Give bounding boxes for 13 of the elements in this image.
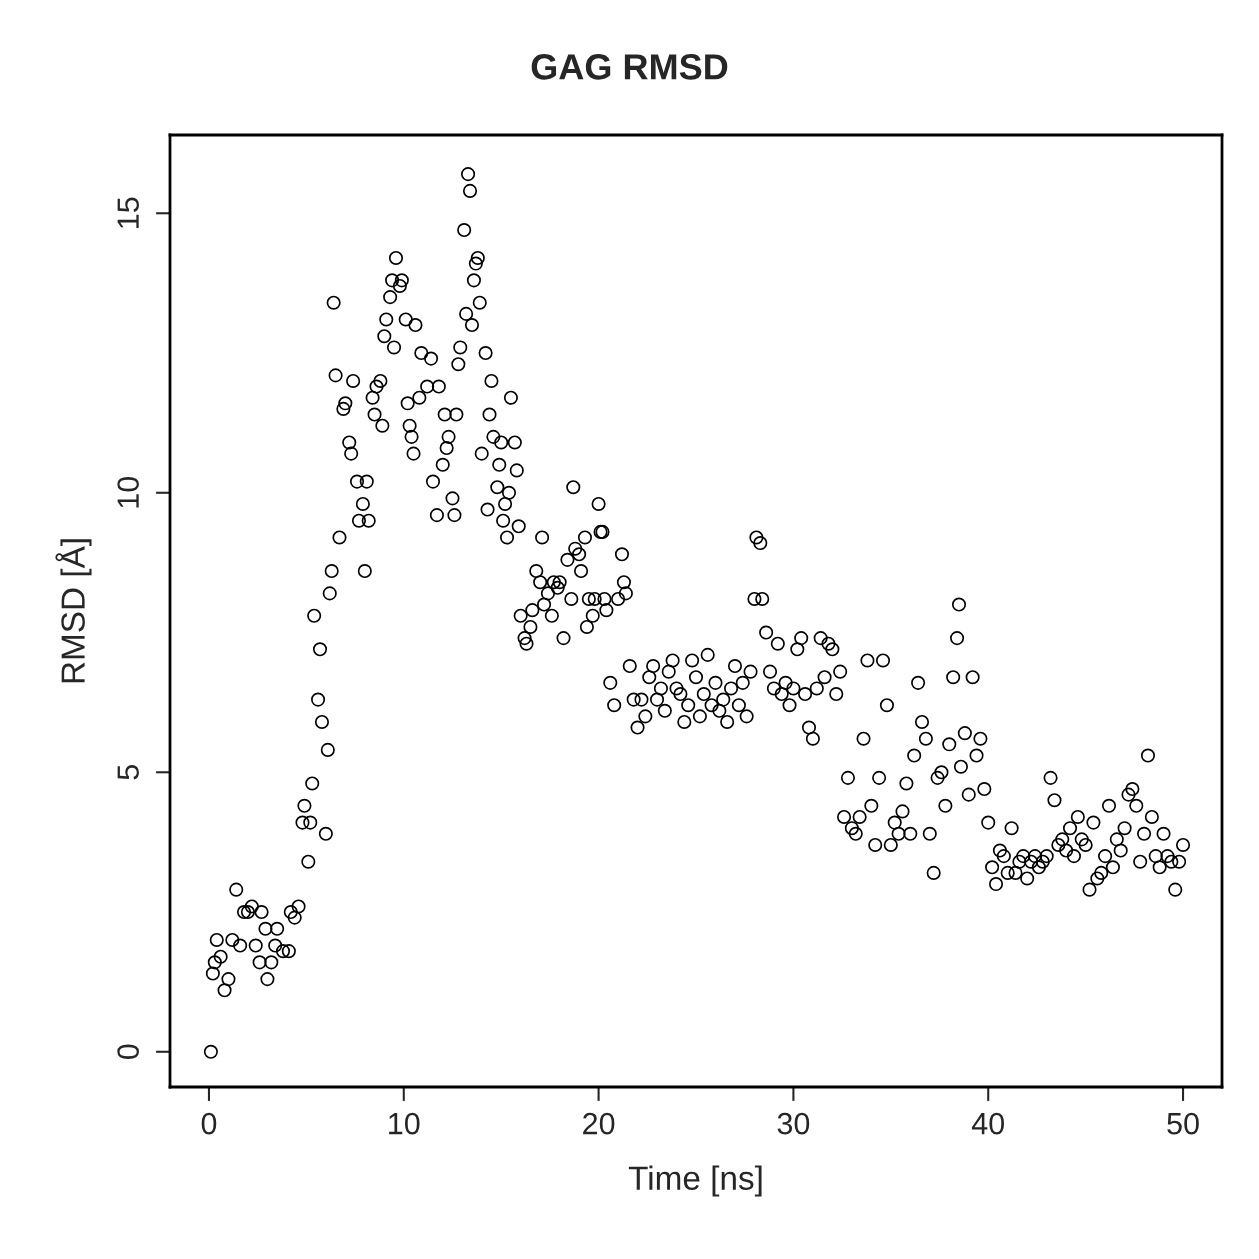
y-axis-title: RMSD [Å]: [55, 539, 92, 683]
x-tick-label: 40: [971, 1112, 1005, 1135]
x-tick-label: 30: [777, 1112, 810, 1135]
y-tick-label: 0: [117, 1044, 139, 1060]
y-tick-label: 10: [117, 476, 139, 508]
x-tick-label: 20: [583, 1112, 615, 1135]
x-axis-title: Time [ns]: [628, 1165, 762, 1197]
x-tick-label: 10: [389, 1112, 420, 1135]
chart-title: GAG RMSD: [531, 54, 728, 80]
y-tick-label: 15: [117, 197, 139, 228]
x-tick-label: 50: [1167, 1112, 1199, 1135]
x-tick-label: 0: [201, 1112, 217, 1135]
y-tick-label: 5: [117, 765, 139, 780]
